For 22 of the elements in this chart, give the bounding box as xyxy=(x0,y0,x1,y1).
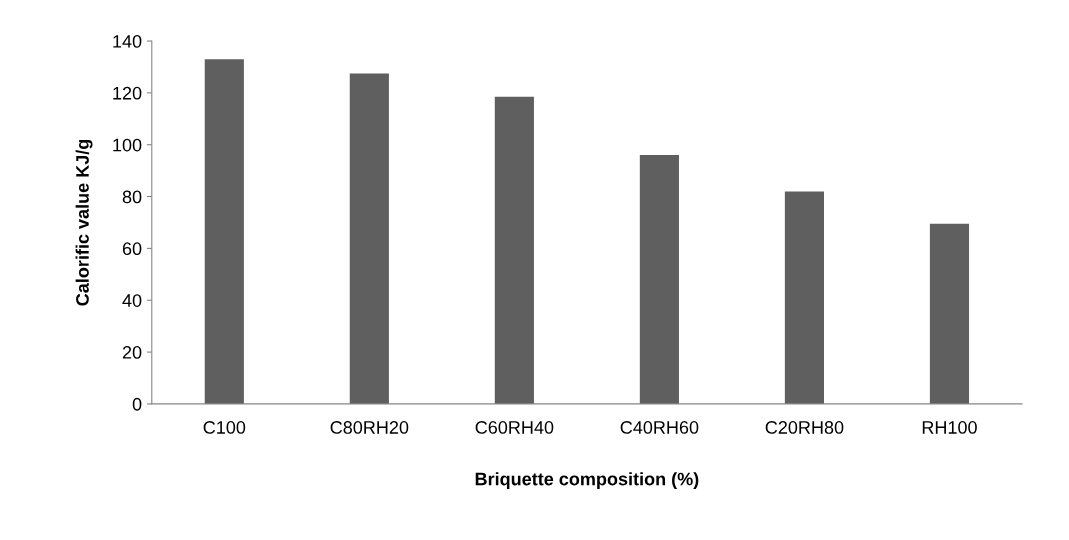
bar xyxy=(349,73,389,404)
y-tick-label: 20 xyxy=(122,346,142,359)
x-tick-label: C60RH40 xyxy=(475,421,554,434)
bar xyxy=(929,223,970,404)
x-tick-label: RH100 xyxy=(922,421,977,434)
x-axis-title: Briquette composition (%) xyxy=(475,472,699,489)
y-tick-label: 120 xyxy=(113,86,142,100)
y-tick-label: 140 xyxy=(113,34,142,48)
y-tick-label: 100 xyxy=(113,138,142,152)
bar xyxy=(204,59,244,404)
bar xyxy=(784,191,824,404)
x-tick-label: C40RH60 xyxy=(620,421,699,434)
y-tick-label: 80 xyxy=(122,190,142,204)
y-axis-title: Calorific value KJ/g xyxy=(75,139,93,306)
x-tick-label: C20RH80 xyxy=(765,421,844,434)
bar xyxy=(494,96,534,404)
y-tick-label: 60 xyxy=(122,242,142,256)
x-tick-label: C100 xyxy=(203,421,246,434)
x-tick-label: C80RH20 xyxy=(330,421,409,434)
y-tick-label: 40 xyxy=(122,294,142,307)
bar xyxy=(639,155,679,404)
y-tick-label: 0 xyxy=(132,397,142,411)
